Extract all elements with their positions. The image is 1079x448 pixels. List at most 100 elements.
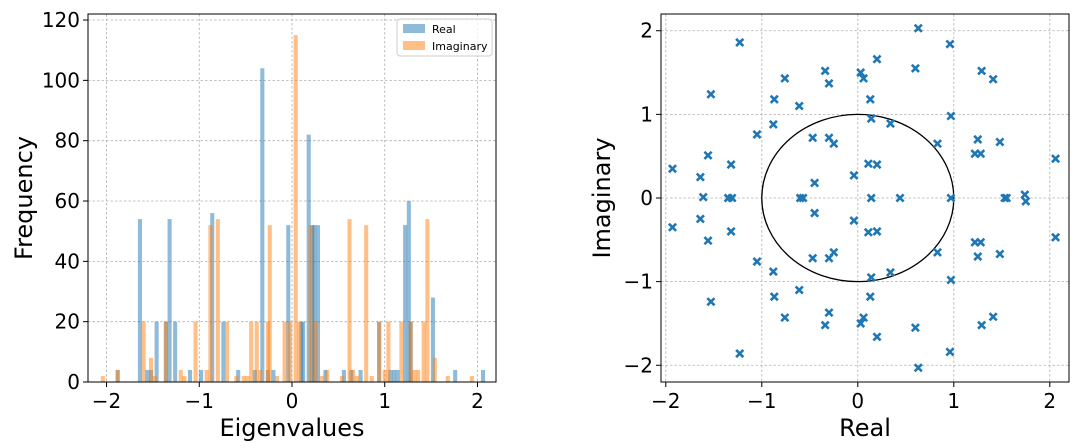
histogram-y-ticks: 0 20 40 60 80 100 120	[42, 8, 88, 394]
bar-imaginary	[182, 375, 187, 382]
marker-stroke	[910, 323, 920, 333]
scatter-point	[829, 139, 839, 149]
marker-stroke	[706, 297, 716, 307]
x-tick-label: 2	[471, 389, 484, 413]
x-tick-label: −2	[651, 389, 680, 413]
scatter-point	[668, 222, 678, 232]
marker-stroke	[977, 66, 987, 76]
marker-stroke	[866, 114, 876, 124]
bar-imaginary	[369, 375, 374, 382]
bar-imaginary	[412, 369, 417, 382]
scatter-point	[769, 292, 779, 302]
marker-stroke	[859, 73, 869, 83]
scatter-point	[794, 101, 804, 111]
scatter-point	[1051, 154, 1061, 164]
marker-stroke	[849, 216, 859, 226]
scatter-point	[946, 275, 956, 285]
marker-stroke	[810, 208, 820, 218]
legend-label-real: Real	[432, 23, 456, 36]
bar-imaginary	[377, 321, 382, 382]
bar-imaginary	[340, 375, 345, 382]
marker-stroke	[1002, 193, 1012, 203]
marker-stroke	[913, 363, 923, 373]
scatter-point	[1020, 190, 1030, 200]
y-tick-label: 60	[55, 189, 80, 213]
y-tick-label: 0	[67, 370, 80, 394]
bar-imaginary	[275, 375, 280, 382]
scatter-point	[698, 192, 708, 202]
marker-stroke	[695, 214, 705, 224]
scatter-point	[988, 312, 998, 322]
scatter-point	[769, 94, 779, 104]
bar-real	[480, 369, 486, 382]
scatter-point	[856, 318, 866, 328]
marker-stroke	[973, 252, 983, 262]
bar-imaginary	[225, 321, 230, 382]
scatter-point	[910, 63, 920, 73]
scatter-point	[706, 297, 716, 307]
marker-stroke	[735, 37, 745, 47]
scatter-point	[932, 247, 942, 257]
histogram-x-axis-label: Eigenvalues	[219, 414, 364, 442]
scatter-point	[856, 68, 866, 78]
marker-stroke	[824, 308, 834, 318]
marker-stroke	[859, 313, 869, 323]
bar-imaginary	[115, 369, 120, 382]
scatter-point	[976, 237, 986, 247]
bar-imaginary	[399, 321, 404, 382]
scatter-point	[849, 216, 859, 226]
legend-swatch-real	[403, 24, 425, 33]
bar-imaginary	[325, 369, 330, 382]
marker-stroke	[668, 164, 678, 174]
marker-stroke	[726, 160, 736, 170]
scatter-point	[824, 308, 834, 318]
marker-stroke	[706, 89, 716, 99]
marker-stroke	[794, 101, 804, 111]
scatter-point	[768, 119, 778, 129]
x-tick-label: 1	[378, 389, 391, 413]
marker-stroke	[945, 39, 955, 49]
bar-real	[406, 201, 411, 382]
scatter-point	[945, 347, 955, 357]
bar-imaginary	[432, 357, 437, 382]
bar-imaginary	[308, 225, 313, 382]
scatter-point	[798, 193, 808, 203]
scatter-point	[829, 247, 839, 257]
marker-stroke	[808, 253, 818, 263]
scatter-point	[859, 313, 869, 323]
marker-stroke	[863, 159, 873, 169]
marker-stroke	[885, 267, 895, 277]
marker-stroke	[910, 63, 920, 73]
scatter-point	[973, 134, 983, 144]
marker-stroke	[1000, 193, 1010, 203]
y-tick-label: 0	[640, 186, 653, 210]
scatter-point	[780, 73, 790, 83]
scatter-point	[1000, 193, 1010, 203]
bar-imaginary	[163, 321, 168, 382]
bar-imaginary	[293, 35, 298, 383]
bar-real	[301, 321, 306, 382]
y-tick-label: −2	[624, 353, 653, 377]
bar-imaginary	[204, 369, 209, 382]
bar-real	[260, 68, 265, 383]
y-tick-label: 80	[55, 129, 80, 153]
bar-imaginary	[469, 375, 474, 382]
bar-imaginary	[282, 321, 287, 382]
marker-stroke	[824, 78, 834, 88]
bar-imaginary	[234, 375, 239, 382]
marker-stroke	[976, 149, 986, 159]
scatter-point	[1051, 232, 1061, 242]
marker-stroke	[866, 193, 876, 203]
marker-stroke	[913, 23, 923, 33]
bar-real	[403, 225, 408, 382]
marker-stroke	[932, 139, 942, 149]
histogram-x-ticks: −2 −1 0 1 2	[92, 382, 484, 413]
bar-imaginary	[245, 375, 250, 382]
bar-imaginary	[445, 375, 450, 382]
marker-stroke	[726, 226, 736, 236]
scatter-panel: −2 −1 0 1 2 −2 −1 0 1 2 Real Imaginary	[588, 13, 1070, 442]
scatter-point	[859, 73, 869, 83]
scatter-point	[820, 66, 830, 76]
marker-stroke	[872, 226, 882, 236]
scatter-point	[932, 139, 942, 149]
